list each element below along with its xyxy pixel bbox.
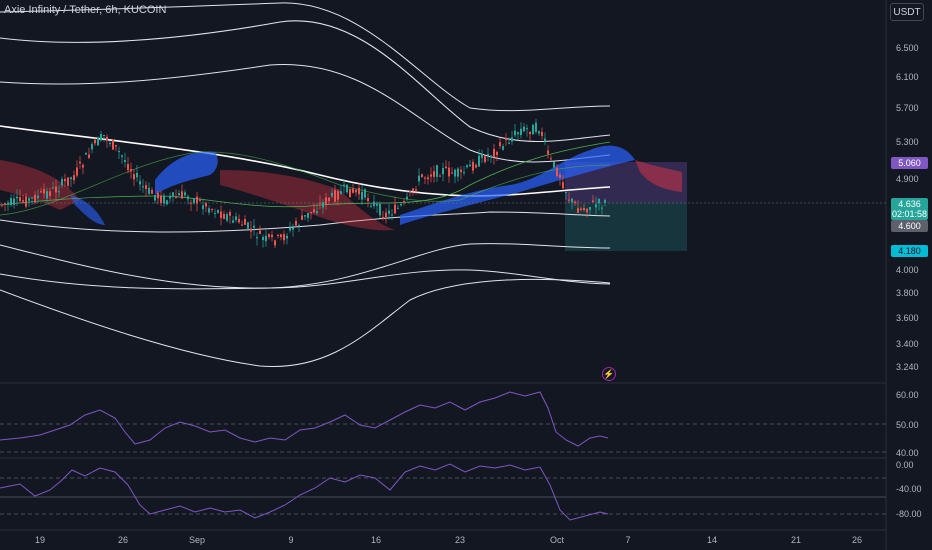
base-line — [0, 151, 611, 216]
band-upper-2 — [0, 63, 611, 163]
price-label: 3.240 — [896, 362, 919, 372]
price-label: 6.500 — [896, 43, 919, 53]
lightning-icon[interactable]: ⚡ — [602, 367, 616, 381]
band-lower-3 — [0, 269, 611, 290]
time-label: 19 — [34, 535, 46, 545]
band-lower-1 — [0, 211, 611, 233]
countdown-tag: 02:01:58 — [891, 208, 928, 220]
last-price-tag: 4.636 — [891, 198, 928, 210]
symbol-title[interactable]: Axie Infinity / Tether, 6h, KUCOIN — [4, 4, 167, 16]
currency-selector[interactable]: USDT — [890, 3, 924, 21]
oscillator-2-line — [0, 463, 609, 521]
time-label: 14 — [706, 535, 718, 545]
cloud-bull-2 — [155, 151, 218, 195]
osc2-label: -40.00 — [896, 484, 922, 494]
time-label: 7 — [625, 535, 631, 545]
band-outer-top — [0, 2, 611, 112]
time-label: 16 — [370, 535, 382, 545]
cloud-bear-3 — [635, 160, 682, 192]
time-label: 21 — [790, 535, 802, 545]
cloud-bear-1 — [0, 160, 80, 210]
osc1-label: 50.00 — [896, 420, 919, 430]
cloud-bear-2 — [220, 170, 395, 231]
osc2-label: 0.00 — [896, 460, 914, 470]
osc1-label: 60.00 — [896, 390, 919, 400]
price-label: 4.000 — [896, 265, 919, 275]
price-label: 3.400 — [896, 339, 919, 349]
time-label: 26 — [851, 535, 863, 545]
time-label: 23 — [454, 535, 466, 545]
band-outer-lower — [0, 278, 611, 368]
time-label: 26 — [117, 535, 129, 545]
price-label: 5.700 — [896, 103, 919, 113]
time-label: 9 — [288, 535, 294, 545]
cloud-bull-3 — [400, 145, 635, 225]
stop-zone — [565, 203, 687, 251]
target-price-tag: 5.060 — [891, 157, 928, 169]
price-label: 4.900 — [896, 174, 919, 184]
band-mid — [0, 125, 611, 197]
osc2-label: -80.00 — [896, 509, 922, 519]
price-label: 6.100 — [896, 72, 919, 82]
price-label: 3.800 — [896, 288, 919, 298]
time-label: Sep — [188, 535, 206, 545]
cloud-bull-1 — [70, 195, 105, 225]
band-lower-2 — [0, 243, 611, 289]
oscillator-1-line — [0, 391, 609, 447]
stop-price-tag: 4.180 — [891, 245, 928, 257]
band-outer-upper — [0, 20, 611, 143]
osc1-label: 40.00 — [896, 448, 919, 458]
entry-price-tag: 4.600 — [891, 220, 928, 232]
price-label: 5.300 — [896, 137, 919, 147]
time-label: Oct — [549, 535, 565, 545]
price-label: 3.600 — [896, 313, 919, 323]
candles — [1, 118, 606, 249]
